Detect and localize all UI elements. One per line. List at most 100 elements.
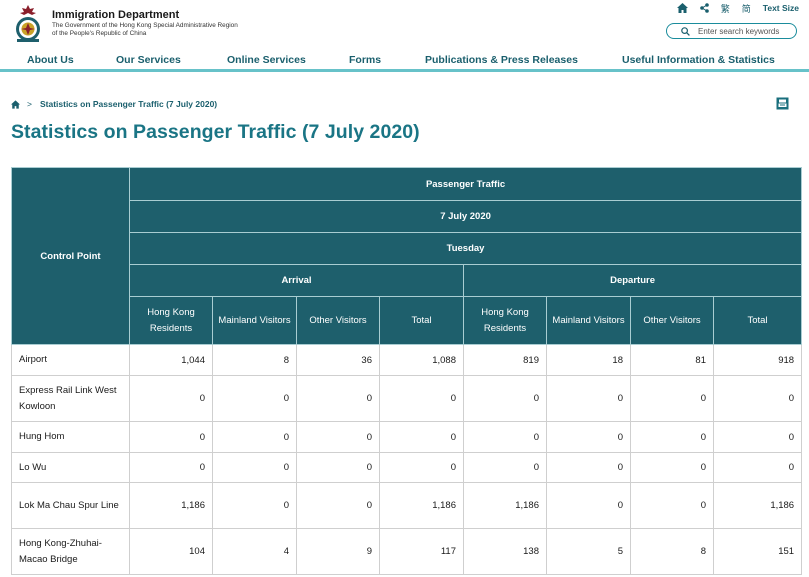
nav-publications-press-releases[interactable]: Publications & Press Releases (425, 54, 578, 66)
table-cell: 0 (296, 482, 380, 529)
table-cell: 8 (212, 344, 297, 376)
control-point-name: Hong Kong-Zhuhai-Macao Bridge (11, 528, 130, 575)
table-cell: 0 (630, 482, 714, 529)
table-cell: 819 (463, 344, 547, 376)
control-point-name: Lok Ma Chau Spur Line (11, 482, 130, 529)
table-row: Lok Ma Chau Spur Line 1,186 0 0 1,186 1,… (11, 482, 803, 529)
nav-our-services[interactable]: Our Services (116, 54, 181, 66)
table-cell: 18 (546, 344, 631, 376)
col-header-departure-mainland-visitors: Mainland Visitors (546, 296, 631, 345)
table-row: Express Rail Link West Kowloon 0 0 0 0 0… (11, 375, 803, 422)
passenger-traffic-table: Control Point Passenger Traffic 7 July 2… (11, 167, 803, 575)
col-header-arrival-total: Total (379, 296, 464, 345)
table-cell: 0 (463, 375, 547, 422)
main-nav: About Us Our Services Online Services Fo… (0, 49, 809, 72)
home-icon[interactable] (11, 99, 20, 109)
breadcrumb: > Statistics on Passenger Traffic (7 Jul… (11, 99, 217, 109)
table-cell: 0 (379, 421, 464, 453)
table-cell: 0 (463, 421, 547, 453)
col-header-arrival-mainland-visitors: Mainland Visitors (212, 296, 297, 345)
table-cell: 0 (129, 375, 213, 422)
table-cell: 0 (712, 452, 803, 483)
table-cell: 0 (630, 375, 714, 422)
table-cell: 0 (212, 375, 297, 422)
table-cell: 81 (630, 344, 714, 376)
table-cell: 138 (463, 528, 547, 575)
breadcrumb-current: Statistics on Passenger Traffic (7 July … (39, 99, 218, 109)
table-cell: 1,044 (129, 344, 213, 376)
search-input[interactable] (698, 26, 783, 36)
table-cell: 0 (712, 375, 803, 422)
print-icon[interactable] (776, 97, 789, 110)
table-cell: 0 (212, 452, 297, 483)
table-cell: 1,088 (379, 344, 464, 376)
table-cell: 0 (296, 375, 380, 422)
page-title: Statistics on Passenger Traffic (7 July … (11, 121, 420, 143)
table-cell: 1,186 (712, 482, 803, 529)
control-point-name: Lo Wu (11, 452, 130, 483)
table-cell: 1,186 (379, 482, 464, 529)
table-cell: 9 (296, 528, 380, 575)
nav-forms[interactable]: Forms (349, 54, 382, 66)
table-cell: 0 (546, 375, 631, 422)
table-cell: 0 (546, 482, 631, 529)
table-row: Lo Wu 0 0 0 0 0 0 0 0 (11, 452, 803, 483)
control-point-name: Hung Hom (11, 421, 130, 453)
share-icon[interactable] (699, 3, 709, 13)
table-cell: 918 (712, 344, 803, 376)
date-header: 7 July 2020 (128, 200, 803, 233)
search-icon[interactable] (681, 26, 690, 36)
home-icon[interactable] (676, 3, 688, 13)
control-point-header: Control Point (11, 167, 130, 345)
table-cell: 1,186 (129, 482, 213, 529)
table-cell: 36 (296, 344, 380, 376)
hkimmd-emblem-icon[interactable] (11, 3, 45, 43)
col-header-departure-total: Total (712, 296, 803, 345)
department-subtitle-2: of the People's Republic of China (52, 30, 147, 37)
department-name[interactable]: Immigration Department (52, 9, 180, 21)
col-header-arrival-hk-residents: Hong Kong Residents (129, 296, 213, 345)
col-header-arrival-other-visitors: Other Visitors (296, 296, 380, 345)
breadcrumb-separator: > (27, 99, 32, 109)
table-cell: 0 (296, 421, 380, 453)
utility-bar: 繁 简 Text Size (665, 1, 799, 15)
table-cell: 0 (379, 452, 464, 483)
table-cell: 0 (546, 452, 631, 483)
col-header-departure-hk-residents: Hong Kong Residents (463, 296, 547, 345)
table-cell: 1,186 (463, 482, 547, 529)
table-cell: 0 (712, 421, 803, 453)
table-cell: 4 (212, 528, 297, 575)
traditional-chinese-link[interactable]: 繁 (720, 3, 730, 14)
passenger-traffic-header: Passenger Traffic (128, 167, 803, 201)
table-cell: 0 (212, 421, 297, 453)
department-subtitle: The Government of the Hong Kong Special … (52, 22, 238, 29)
table-cell: 0 (379, 375, 464, 422)
table-row: Airport 1,044 8 36 1,088 819 18 81 918 (11, 344, 803, 376)
table-cell: 0 (129, 452, 213, 483)
control-point-name: Express Rail Link West Kowloon (11, 375, 130, 422)
search-box[interactable] (666, 23, 797, 39)
nav-about-us[interactable]: About Us (27, 54, 74, 66)
table-cell: 0 (463, 452, 547, 483)
day-header: Tuesday (128, 232, 803, 265)
nav-useful-information-statistics[interactable]: Useful Information & Statistics (622, 54, 775, 66)
table-cell: 0 (296, 452, 380, 483)
table-cell: 104 (129, 528, 213, 575)
table-cell: 0 (212, 482, 297, 529)
table-cell: 151 (712, 528, 803, 575)
simplified-chinese-link[interactable]: 简 (741, 3, 751, 14)
arrival-header: Arrival (129, 264, 464, 297)
table-cell: 117 (379, 528, 464, 575)
text-size-button[interactable]: Text Size (762, 3, 799, 13)
table-cell: 0 (129, 421, 213, 453)
control-point-name: Airport (11, 344, 130, 376)
table-cell: 0 (546, 421, 631, 453)
table-row: Hung Hom 0 0 0 0 0 0 0 0 (11, 421, 803, 453)
nav-online-services[interactable]: Online Services (227, 54, 306, 66)
col-header-departure-other-visitors: Other Visitors (630, 296, 714, 345)
table-cell: 0 (630, 421, 714, 453)
table-cell: 0 (630, 452, 714, 483)
departure-header: Departure (462, 264, 803, 297)
site-header: Immigration Department The Government of… (0, 0, 809, 48)
table-row: Hong Kong-Zhuhai-Macao Bridge 104 4 9 11… (11, 528, 803, 575)
